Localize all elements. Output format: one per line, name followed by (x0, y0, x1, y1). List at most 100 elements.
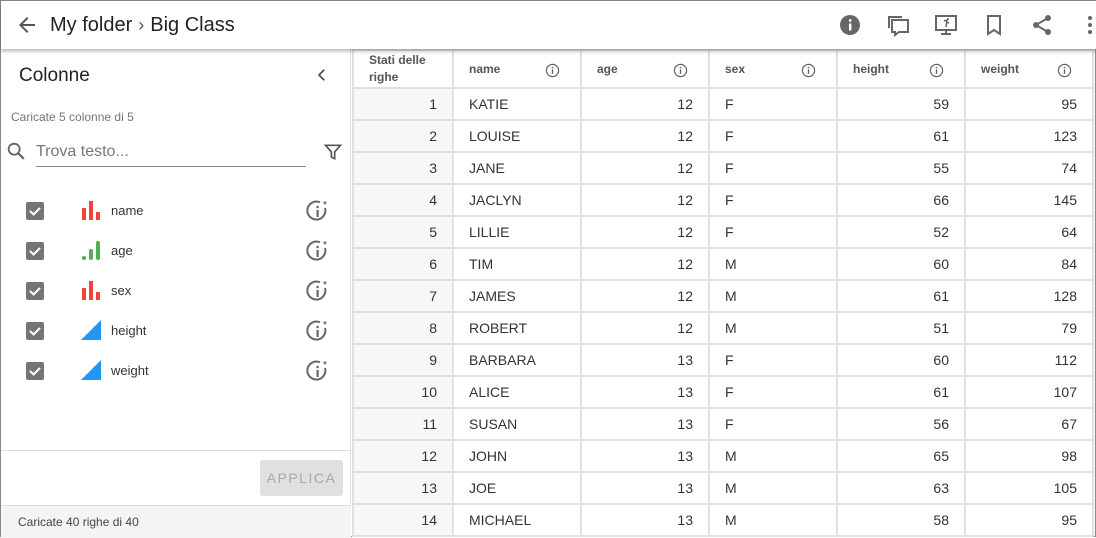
comments-icon[interactable] (886, 13, 910, 37)
table-row[interactable]: 5 LILLIE 12 F 52 64 (352, 215, 1094, 249)
column-info-icon[interactable]: * (306, 279, 330, 303)
cell-name[interactable]: TIM (452, 247, 582, 281)
cell-sex[interactable]: F (708, 87, 838, 121)
cell-row-state[interactable]: 1 (352, 87, 454, 121)
column-item-name[interactable]: name * (1, 190, 351, 230)
breadcrumb-folder[interactable]: My folder (50, 14, 133, 36)
cell-height[interactable]: 55 (836, 151, 966, 185)
cell-height[interactable]: 59 (836, 87, 966, 121)
table-row[interactable]: 7 JAMES 12 M 61 128 (352, 279, 1094, 313)
share-icon[interactable] (1030, 13, 1054, 37)
back-arrow-icon[interactable] (15, 13, 39, 37)
cell-name[interactable]: KATIE (452, 87, 582, 121)
cell-name[interactable]: JANE (452, 151, 582, 185)
cell-row-state[interactable]: 8 (352, 311, 454, 345)
info-outline-icon[interactable] (929, 63, 944, 78)
cell-name[interactable]: ALICE (452, 375, 582, 409)
cell-sex[interactable]: F (708, 407, 838, 441)
cell-sex[interactable]: F (708, 375, 838, 409)
cell-age[interactable]: 12 (580, 311, 710, 345)
table-row[interactable]: 8 ROBERT 12 M 51 79 (352, 311, 1094, 345)
cell-weight[interactable]: 145 (964, 183, 1094, 217)
table-row[interactable]: 1 KATIE 12 F 59 95 (352, 87, 1094, 121)
cell-age[interactable]: 12 (580, 87, 710, 121)
cell-row-state[interactable]: 9 (352, 343, 454, 377)
column-checkbox[interactable] (26, 322, 44, 340)
column-checkbox[interactable] (26, 202, 44, 220)
table-row[interactable]: 12 JOHN 13 M 65 98 (352, 439, 1094, 473)
cell-name[interactable]: SUSAN (452, 407, 582, 441)
cell-height[interactable]: 63 (836, 471, 966, 505)
cell-height[interactable]: 65 (836, 439, 966, 473)
cell-sex[interactable]: M (708, 503, 838, 537)
cell-age[interactable]: 12 (580, 247, 710, 281)
column-info-icon[interactable]: * (306, 319, 330, 343)
info-outline-icon[interactable] (801, 63, 816, 78)
cell-age[interactable]: 13 (580, 375, 710, 409)
cell-name[interactable]: JOE (452, 471, 582, 505)
cell-age[interactable]: 12 (580, 183, 710, 217)
header-age[interactable]: age (580, 49, 710, 89)
cell-height[interactable]: 52 (836, 215, 966, 249)
cell-weight[interactable]: 98 (964, 439, 1094, 473)
cell-row-state[interactable]: 4 (352, 183, 454, 217)
cell-weight[interactable]: 112 (964, 343, 1094, 377)
cell-age[interactable]: 12 (580, 151, 710, 185)
cell-row-state[interactable]: 11 (352, 407, 454, 441)
cell-age[interactable]: 13 (580, 407, 710, 441)
cell-name[interactable]: JOHN (452, 439, 582, 473)
cell-name[interactable]: LOUISE (452, 119, 582, 153)
column-checkbox[interactable] (26, 282, 44, 300)
column-item-weight[interactable]: weight * (1, 350, 351, 390)
chevron-left-icon[interactable] (313, 66, 331, 84)
cell-row-state[interactable]: 10 (352, 375, 454, 409)
column-info-icon[interactable]: * (306, 239, 330, 263)
more-vert-icon[interactable] (1078, 13, 1096, 37)
cell-height[interactable]: 60 (836, 247, 966, 281)
cell-height[interactable]: 60 (836, 343, 966, 377)
column-checkbox[interactable] (26, 242, 44, 260)
cell-name[interactable]: MICHAEL (452, 503, 582, 537)
cell-sex[interactable]: M (708, 247, 838, 281)
cell-sex[interactable]: F (708, 119, 838, 153)
cell-weight[interactable]: 64 (964, 215, 1094, 249)
column-info-icon[interactable]: * (306, 359, 330, 383)
cell-row-state[interactable]: 6 (352, 247, 454, 281)
cell-height[interactable]: 61 (836, 119, 966, 153)
header-row-states[interactable]: Stati delle righe (352, 49, 454, 89)
cell-age[interactable]: 13 (580, 343, 710, 377)
cell-row-state[interactable]: 13 (352, 471, 454, 505)
cell-height[interactable]: 66 (836, 183, 966, 217)
column-info-icon[interactable]: * (306, 199, 330, 223)
column-item-height[interactable]: height * (1, 310, 351, 350)
bookmark-icon[interactable] (982, 13, 1006, 37)
table-row[interactable]: 9 BARBARA 13 F 60 112 (352, 343, 1094, 377)
cell-age[interactable]: 13 (580, 439, 710, 473)
table-row[interactable]: 11 SUSAN 13 F 56 67 (352, 407, 1094, 441)
cell-sex[interactable]: M (708, 311, 838, 345)
cell-weight[interactable]: 107 (964, 375, 1094, 409)
cell-row-state[interactable]: 5 (352, 215, 454, 249)
cell-age[interactable]: 12 (580, 279, 710, 313)
cell-row-state[interactable]: 7 (352, 279, 454, 313)
cell-age[interactable]: 13 (580, 503, 710, 537)
cell-weight[interactable]: 95 (964, 87, 1094, 121)
table-row[interactable]: 13 JOE 13 M 63 105 (352, 471, 1094, 505)
table-row[interactable]: 14 MICHAEL 13 M 58 95 (352, 503, 1094, 537)
cell-name[interactable]: ROBERT (452, 311, 582, 345)
table-row[interactable]: 10 ALICE 13 F 61 107 (352, 375, 1094, 409)
cell-height[interactable]: 51 (836, 311, 966, 345)
cell-age[interactable]: 13 (580, 471, 710, 505)
apply-button[interactable]: APPLICA (260, 460, 343, 496)
cell-weight[interactable]: 123 (964, 119, 1094, 153)
table-row[interactable]: 4 JACLYN 12 F 66 145 (352, 183, 1094, 217)
cell-sex[interactable]: M (708, 471, 838, 505)
column-item-sex[interactable]: sex * (1, 270, 351, 310)
cell-name[interactable]: JACLYN (452, 183, 582, 217)
cell-height[interactable]: 61 (836, 279, 966, 313)
info-icon[interactable] (838, 13, 862, 37)
info-outline-icon[interactable] (673, 63, 688, 78)
cell-sex[interactable]: M (708, 439, 838, 473)
cell-age[interactable]: 12 (580, 215, 710, 249)
header-weight[interactable]: weight (964, 49, 1094, 89)
